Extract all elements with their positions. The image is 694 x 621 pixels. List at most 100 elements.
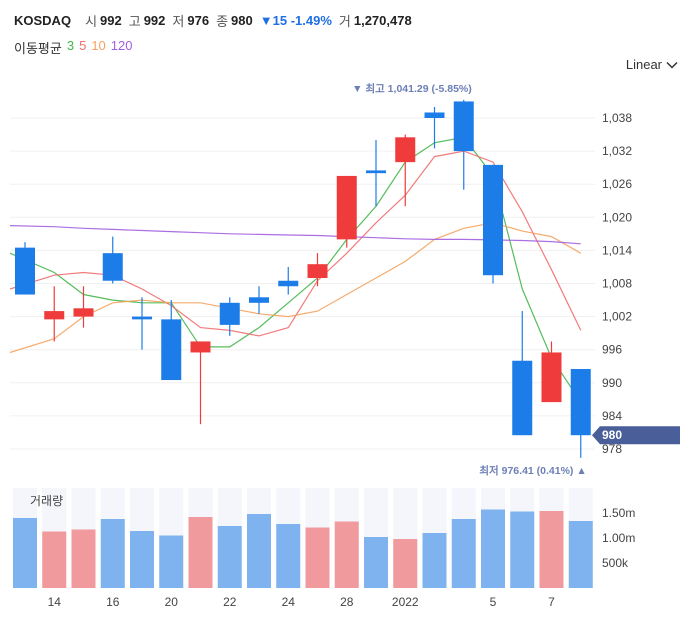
symbol-name: KOSDAQ <box>14 12 72 28</box>
candle-body <box>453 101 474 152</box>
low-marker: 최저 976.41 (0.41%) ▲ <box>479 464 586 477</box>
price-tick-label: 1,020 <box>602 210 632 224</box>
price-tick-label: 1,008 <box>602 277 632 291</box>
candle-body <box>570 369 591 436</box>
volume-bar <box>451 519 476 588</box>
date-tick-label: 16 <box>106 595 120 609</box>
date-tick-label: 28 <box>340 595 354 609</box>
candlesticks <box>15 99 591 458</box>
high-low-markers: ▼ 최고 1,041.29 (-5.85%) 최저 976.41 (0.41%)… <box>352 82 587 477</box>
volume-bar <box>364 537 388 588</box>
candle-body <box>395 137 416 163</box>
price-tick-label: 1,026 <box>602 177 632 191</box>
high-value: 992 <box>143 12 166 28</box>
volume-label: 거 <box>338 13 351 29</box>
candle-body <box>161 319 182 381</box>
price-tick-label: 978 <box>602 442 622 456</box>
candle-body <box>307 264 328 278</box>
volume-bar <box>568 521 593 588</box>
current-price-tag: 980 <box>592 426 680 445</box>
candle-body <box>366 170 386 174</box>
price-tick-label: 1,014 <box>602 243 632 257</box>
volume-tick-label: 500k <box>602 556 629 570</box>
date-tick-label: 7 <box>548 595 555 609</box>
change-value: ▼15 -1.49% <box>259 12 332 28</box>
price-tag-shape <box>592 426 680 445</box>
candle-body <box>249 297 269 303</box>
high-label: 고 <box>128 13 141 29</box>
high-marker: ▼ 최고 1,041.29 (-5.85%) <box>352 82 472 95</box>
volume-bar <box>510 511 535 588</box>
price-tick-label: 1,038 <box>602 111 632 125</box>
close-value: 980 <box>231 12 253 28</box>
date-tick-label: 24 <box>282 595 296 609</box>
candle-body <box>15 247 35 295</box>
volume-bar <box>422 533 447 588</box>
price-tick-label: 1,032 <box>602 144 632 158</box>
volume-bar <box>247 514 271 588</box>
volume-tick-label: 1.00m <box>602 531 635 545</box>
volume-bar <box>276 524 301 588</box>
volume-axis: 1.50m 1.00m 500k <box>602 506 635 570</box>
candle-body <box>190 341 211 353</box>
moving-average-legend[interactable]: 이동평균 3 5 10 120 <box>14 38 132 57</box>
ma-10-label: 10 <box>91 38 106 53</box>
volume-bar <box>159 535 184 588</box>
candle-body <box>219 302 240 325</box>
candle-body <box>483 164 503 276</box>
ma-3-label: 3 <box>66 38 75 53</box>
ma-5-label: 5 <box>79 38 87 53</box>
volume-value: 1,270,478 <box>353 12 412 28</box>
candle-body <box>512 360 533 436</box>
chevron-down-icon <box>666 61 678 69</box>
date-tick-label: 20 <box>165 595 179 609</box>
candle-body <box>278 280 299 287</box>
volume-bar <box>305 527 330 588</box>
volume-bar <box>393 539 418 588</box>
close-label: 종 <box>216 13 229 29</box>
ma-120-label: 120 <box>110 38 133 53</box>
date-axis: 14 16 20 22 24 28 2022 5 7 <box>48 595 556 609</box>
date-tick-label: 22 <box>223 595 237 609</box>
volume-panel-label: 거래량 <box>30 494 63 508</box>
current-price-label: 980 <box>602 428 622 442</box>
price-tick-label: 996 <box>602 343 622 357</box>
scale-selector[interactable]: Linear <box>626 57 678 72</box>
low-value: 976 <box>187 12 210 28</box>
volume-bar <box>334 521 359 588</box>
date-tick-label: 5 <box>490 595 497 609</box>
scale-label: Linear <box>625 57 662 72</box>
price-axis: 978 984 990 996 1,002 1,008 1,014 1,020 1,026 1,0… <box>602 111 632 456</box>
volume-bars <box>13 509 593 588</box>
quote-header: KOSDAQ 시 992 고 992 저 976 종 980 ▼15 -1.49… <box>14 10 419 30</box>
volume-bar <box>188 517 213 588</box>
volume-bar <box>100 519 125 588</box>
open-label: 시 <box>85 13 98 29</box>
candle-body <box>336 175 357 240</box>
moving-average-label: 이동평균 <box>14 41 62 56</box>
date-tick-label: 14 <box>48 595 62 609</box>
candle-body <box>44 311 65 320</box>
candle-body <box>132 316 152 320</box>
candle-body <box>541 352 562 403</box>
volume-bar <box>130 531 154 588</box>
volume-bar <box>539 511 564 588</box>
price-tick-label: 990 <box>602 376 622 390</box>
price-grid <box>10 117 595 450</box>
volume-bar <box>71 529 96 588</box>
volume-background <box>13 488 593 588</box>
date-tick-label: 2022 <box>392 595 419 609</box>
price-tick-label: 984 <box>602 409 622 423</box>
volume-bar <box>481 509 505 588</box>
volume-bar <box>13 518 37 588</box>
volume-tick-label: 1.50m <box>602 506 635 520</box>
price-tick-label: 1,002 <box>602 310 632 324</box>
volume-bar <box>217 526 242 588</box>
candle-body <box>102 253 123 281</box>
candle-body <box>73 308 94 317</box>
volume-bar <box>42 531 67 588</box>
candle-body <box>424 112 445 118</box>
open-value: 992 <box>100 12 122 28</box>
low-label: 저 <box>172 13 185 29</box>
